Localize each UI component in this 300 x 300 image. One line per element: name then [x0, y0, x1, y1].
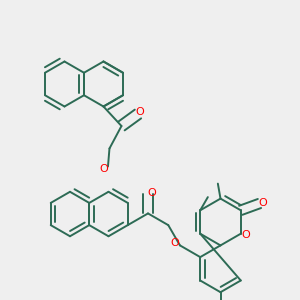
Text: O: O: [147, 188, 156, 198]
Text: O: O: [242, 230, 250, 240]
Text: O: O: [259, 198, 267, 208]
Text: O: O: [170, 238, 179, 248]
Text: O: O: [135, 107, 144, 118]
Text: O: O: [99, 164, 108, 175]
